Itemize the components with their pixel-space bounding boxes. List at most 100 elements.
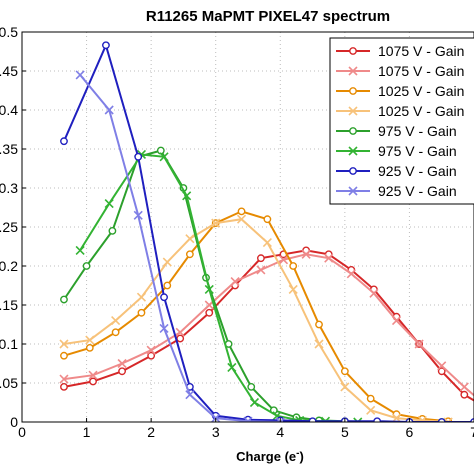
marker-x-stroke [447, 417, 453, 422]
x-tick-label: 0 [18, 424, 26, 440]
x-axis-label-close: ) [299, 449, 303, 464]
legend-marker [348, 186, 358, 196]
marker-x-stroke [104, 105, 114, 115]
series-line [79, 74, 281, 422]
marker-x-stroke [437, 361, 447, 371]
data-point [137, 308, 146, 317]
data-point [146, 345, 156, 355]
legend-item: 1075 V - Gain [336, 43, 464, 59]
marker-x-stroke [314, 339, 324, 349]
series-1 [60, 246, 474, 402]
data-point [88, 370, 98, 380]
marker-x-stroke [419, 415, 427, 422]
data-point [366, 394, 375, 403]
data-point [340, 382, 350, 392]
data-point [205, 308, 214, 317]
legend-box [329, 37, 474, 205]
marker-x-stroke [366, 405, 376, 415]
marker-x-stroke [443, 417, 450, 422]
legend-item: 1075 V - Gain [336, 63, 464, 79]
x-axis-label-superscript: - [296, 448, 299, 459]
data-point [324, 253, 334, 263]
x-tick-label: 7 [470, 424, 474, 440]
data-point [75, 70, 85, 80]
legend-label: 925 V - Gain [378, 183, 457, 199]
x-tick-label: 3 [212, 424, 220, 440]
marker-x-stroke [275, 417, 282, 422]
marker-x-stroke [182, 191, 192, 201]
data-point [204, 300, 214, 310]
legend-item: 1025 V - Gain [336, 83, 464, 99]
y-tick-label: 0.25 [0, 219, 18, 235]
x-tick-label: 4 [276, 424, 284, 440]
marker-x-stroke [88, 370, 98, 380]
marker-x-stroke [185, 390, 195, 400]
data-point [417, 415, 427, 422]
data-point [257, 254, 265, 263]
marker-x-stroke [136, 292, 147, 302]
marker-x-stroke [272, 411, 282, 421]
marker-x-stroke [159, 323, 169, 333]
marker-x-stroke [75, 245, 85, 255]
x-axis-label: Charge (e-) [236, 448, 304, 464]
y-tick-label: 0.4 [0, 102, 18, 118]
data-point [160, 293, 168, 302]
data-point [182, 191, 192, 201]
legend-marker [349, 127, 357, 135]
data-point [204, 284, 214, 294]
data-point [227, 362, 237, 372]
y-tick-label: 0.05 [0, 375, 18, 391]
series-line [63, 249, 474, 402]
data-point [185, 390, 195, 400]
data-point [136, 292, 147, 302]
legend-item: 1025 V - Gain [336, 103, 464, 119]
legend-item: 925 V - Gain [336, 183, 457, 199]
data-point [237, 207, 246, 216]
y-tick-label: 0.5 [0, 24, 18, 40]
marker-x-stroke [414, 339, 424, 349]
marker-x-stroke [104, 199, 114, 209]
legend-marker [349, 167, 357, 175]
data-point [315, 320, 323, 329]
marker-x-stroke [117, 358, 127, 369]
marker-x-stroke [356, 417, 363, 422]
marker-x-stroke [159, 152, 169, 162]
data-point [159, 152, 169, 162]
y-tick-label: 0.3 [0, 180, 18, 196]
x-tick-label: 2 [147, 424, 155, 440]
data-point [118, 367, 126, 376]
data-point [308, 417, 317, 422]
marker-x-stroke [230, 277, 240, 287]
data-point [108, 226, 117, 235]
series-2 [59, 249, 474, 397]
marker-x-stroke [262, 238, 272, 248]
data-point [391, 316, 402, 326]
data-point [175, 327, 185, 337]
marker-x-stroke [348, 106, 358, 116]
data-point [163, 281, 172, 290]
marker-x-stroke [211, 218, 221, 228]
data-point [176, 334, 185, 343]
y-tick-label: 0.15 [0, 297, 18, 313]
marker-x-stroke [204, 284, 214, 294]
data-point [301, 249, 311, 259]
data-point [89, 377, 97, 386]
marker-x-stroke [59, 339, 69, 349]
data-point [60, 382, 68, 391]
series-6 [75, 149, 363, 422]
legend-item: 975 V - Gain [336, 143, 457, 159]
x-tick-label: 5 [341, 424, 349, 440]
marker-x-stroke [391, 316, 402, 326]
data-point [102, 41, 110, 50]
marker-x-stroke [185, 234, 195, 244]
data-point [211, 218, 221, 228]
marker-x-stroke [133, 210, 143, 220]
legend-label: 1025 V - Gain [378, 103, 464, 119]
data-point [249, 397, 260, 408]
data-point [289, 262, 298, 270]
legend-label: 1075 V - Gain [378, 43, 464, 59]
legend-label: 975 V - Gain [378, 123, 457, 139]
x-tick-label: 6 [406, 424, 414, 440]
data-point [104, 105, 114, 115]
